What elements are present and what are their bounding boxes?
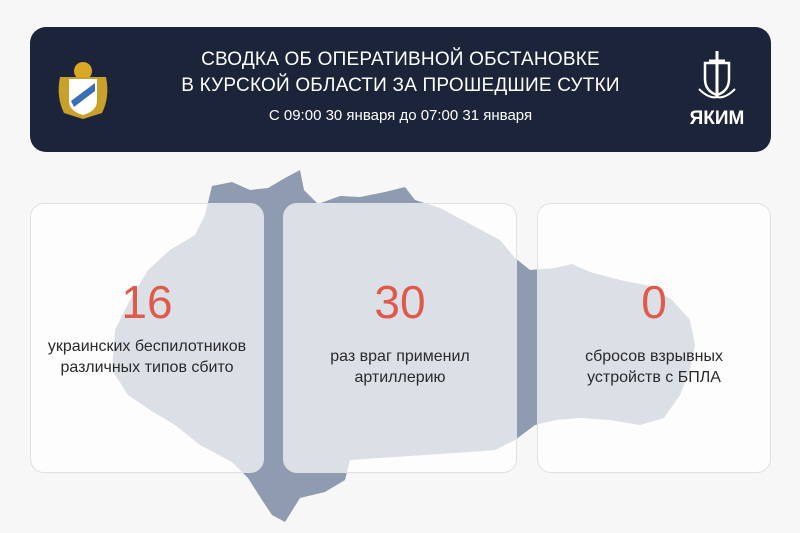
- title-line-1: СВОДКА ОБ ОПЕРАТИВНОЙ ОБСТАНОВКЕ: [201, 49, 600, 70]
- stat-label: сбросов взрывных: [585, 348, 723, 365]
- stat-label: раз враг применил: [330, 348, 470, 365]
- stat-value: 30: [374, 276, 426, 328]
- summary-header: СВОДКА ОБ ОПЕРАТИВНОЙ ОБСТАНОВКЕ В КУРСК…: [30, 27, 771, 152]
- stat-label: украинских беспилотников: [47, 338, 247, 355]
- stat-label: различных типов сбито: [60, 359, 234, 376]
- title-line-2: В КУРСКОЙ ОБЛАСТИ ЗА ПРОШЕДШИЕ СУТКИ: [181, 75, 620, 96]
- stat-value: 16: [121, 276, 173, 328]
- stat-card-artillery: 30 раз враг применил артиллерию: [283, 203, 517, 473]
- stat-label: устройств с БПЛА: [587, 369, 721, 386]
- kursk-coat-of-arms-icon: [58, 62, 108, 119]
- stat-value: 0: [641, 276, 667, 328]
- period-text: С 09:00 30 января до 07:00 31 января: [268, 107, 533, 124]
- brand-name: ЯКИМ: [689, 108, 745, 129]
- stat-card-drones: 16 украинских беспилотников различных ти…: [30, 203, 264, 473]
- stat-label: артиллерию: [354, 369, 446, 386]
- sword-shield-icon: [698, 51, 736, 99]
- stat-card-drops: 0 сбросов взрывных устройств с БПЛА: [537, 203, 771, 473]
- brand-logo: ЯКИМ: [689, 49, 745, 130]
